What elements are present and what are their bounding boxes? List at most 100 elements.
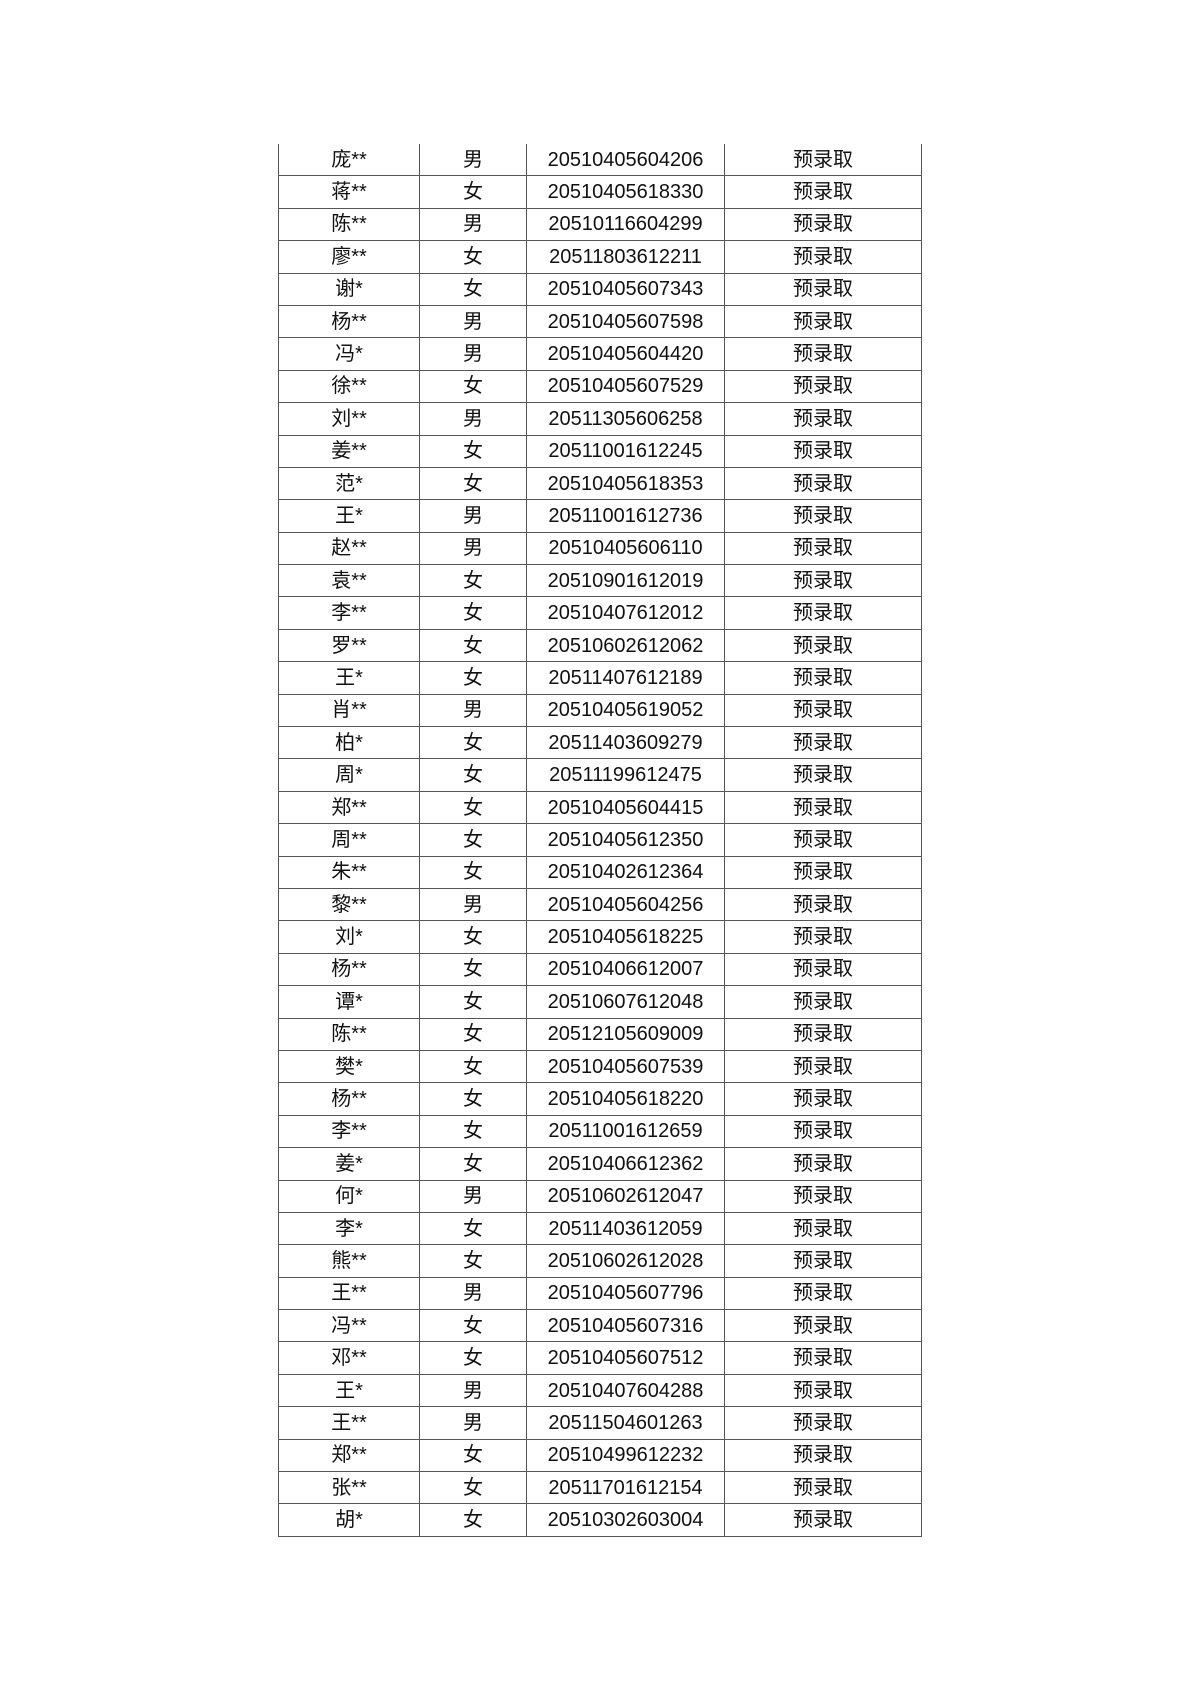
gender-cell: 女 [419, 1147, 527, 1181]
table-row: 陈** 男 20510116604299 预录取 [278, 207, 922, 242]
name-cell: 黎** [278, 887, 420, 922]
exam-id-cell: 20510602612062 [526, 628, 725, 663]
table-row: 周** 女 20510405612350 预录取 [278, 823, 922, 857]
exam-id-cell: 20510405618225 [526, 920, 725, 954]
name-cell: 蒋** [278, 175, 420, 209]
exam-id-cell: 20510405607343 [526, 272, 725, 306]
name-cell: 周** [278, 823, 420, 857]
table-row: 姜** 女 20511001612245 预录取 [278, 434, 922, 468]
gender-cell: 女 [419, 596, 527, 630]
name-cell: 胡* [278, 1503, 420, 1537]
status-cell: 预录取 [724, 693, 922, 728]
admission-table: 庞** 男 20510405604206 预录取 蒋** 女 20510405618330 预… [278, 144, 922, 1537]
gender-cell: 女 [419, 1471, 527, 1505]
name-cell: 廖** [278, 240, 420, 274]
status-cell: 预录取 [724, 1147, 922, 1181]
table-row: 胡* 女 20510302603004 预录取 [278, 1503, 922, 1537]
status-cell: 预录取 [724, 596, 922, 630]
status-cell: 预录取 [724, 855, 922, 889]
exam-id-cell: 20511407612189 [526, 661, 725, 695]
gender-cell: 女 [419, 1017, 527, 1051]
table-row: 张** 女 20511701612154 预录取 [278, 1471, 922, 1505]
name-cell: 刘* [278, 920, 420, 954]
table-row: 王** 男 20510405607796 预录取 [278, 1276, 922, 1311]
gender-cell: 女 [419, 1309, 527, 1343]
exam-id-cell: 20510407612012 [526, 596, 725, 630]
gender-cell: 女 [419, 466, 527, 501]
name-cell: 罗** [278, 628, 420, 663]
status-cell: 预录取 [724, 726, 922, 760]
status-cell: 预录取 [724, 434, 922, 468]
exam-id-cell: 20510607612048 [526, 985, 725, 1019]
status-cell: 预录取 [724, 952, 922, 987]
table-row: 郑** 女 20510499612232 预录取 [278, 1438, 922, 1473]
exam-id-cell: 20510407604288 [526, 1373, 725, 1408]
status-cell: 预录取 [724, 1049, 922, 1084]
exam-id-cell: 20511199612475 [526, 758, 725, 792]
table-row: 王* 男 20511001612736 预录取 [278, 499, 922, 533]
exam-id-cell: 20510499612232 [526, 1438, 725, 1473]
name-cell: 朱** [278, 855, 420, 889]
gender-cell: 女 [419, 628, 527, 663]
status-cell: 预录取 [724, 661, 922, 695]
table-row: 李* 女 20511403612059 预录取 [278, 1211, 922, 1246]
exam-id-cell: 20510405607598 [526, 304, 725, 339]
status-cell: 预录取 [724, 758, 922, 792]
table-row: 柏* 女 20511403609279 预录取 [278, 726, 922, 760]
exam-id-cell: 20510405604256 [526, 887, 725, 922]
gender-cell: 女 [419, 1049, 527, 1084]
status-cell: 预录取 [724, 985, 922, 1019]
status-cell: 预录取 [724, 207, 922, 242]
status-cell: 预录取 [724, 823, 922, 857]
name-cell: 庞** [278, 144, 420, 177]
exam-id-cell: 20510405607529 [526, 369, 725, 404]
gender-cell: 男 [419, 887, 527, 922]
gender-cell: 女 [419, 855, 527, 889]
exam-id-cell: 20510116604299 [526, 207, 725, 242]
gender-cell: 女 [419, 1438, 527, 1473]
status-cell: 预录取 [724, 144, 922, 177]
exam-id-cell: 20510602612028 [526, 1244, 725, 1278]
name-cell: 肖** [278, 693, 420, 728]
exam-id-cell: 20510405618353 [526, 466, 725, 501]
exam-id-cell: 20511305606258 [526, 402, 725, 436]
status-cell: 预录取 [724, 272, 922, 306]
table-row: 杨** 女 20510406612007 预录取 [278, 952, 922, 987]
name-cell: 王** [278, 1406, 420, 1440]
status-cell: 预录取 [724, 1179, 922, 1213]
exam-id-cell: 20510405607512 [526, 1341, 725, 1375]
gender-cell: 女 [419, 564, 527, 598]
exam-id-cell: 20510405607316 [526, 1309, 725, 1343]
status-cell: 预录取 [724, 1503, 922, 1537]
status-cell: 预录取 [724, 1309, 922, 1343]
gender-cell: 男 [419, 1406, 527, 1440]
exam-id-cell: 20510405619052 [526, 693, 725, 728]
gender-cell: 男 [419, 499, 527, 533]
status-cell: 预录取 [724, 1341, 922, 1375]
gender-cell: 女 [419, 434, 527, 468]
gender-cell: 女 [419, 985, 527, 1019]
status-cell: 预录取 [724, 402, 922, 436]
name-cell: 刘** [278, 402, 420, 436]
table-row: 冯* 男 20510405604420 预录取 [278, 337, 922, 371]
status-cell: 预录取 [724, 1373, 922, 1408]
status-cell: 预录取 [724, 531, 922, 566]
table-row: 王** 男 20511504601263 预录取 [278, 1406, 922, 1440]
exam-id-cell: 20510405618220 [526, 1082, 725, 1116]
table-row: 冯** 女 20510405607316 预录取 [278, 1309, 922, 1343]
table-row: 王* 女 20511407612189 预录取 [278, 661, 922, 695]
name-cell: 樊* [278, 1049, 420, 1084]
status-cell: 预录取 [724, 920, 922, 954]
table-row: 邓** 女 20510405607512 预录取 [278, 1341, 922, 1375]
name-cell: 陈** [278, 1017, 420, 1051]
gender-cell: 男 [419, 402, 527, 436]
name-cell: 徐** [278, 369, 420, 404]
gender-cell: 男 [419, 337, 527, 371]
table-row: 郑** 女 20510405604415 预录取 [278, 790, 922, 825]
status-cell: 预录取 [724, 175, 922, 209]
status-cell: 预录取 [724, 337, 922, 371]
table-row: 肖** 男 20510405619052 预录取 [278, 693, 922, 728]
exam-id-cell: 20511001612245 [526, 434, 725, 468]
name-cell: 赵** [278, 531, 420, 566]
gender-cell: 女 [419, 175, 527, 209]
